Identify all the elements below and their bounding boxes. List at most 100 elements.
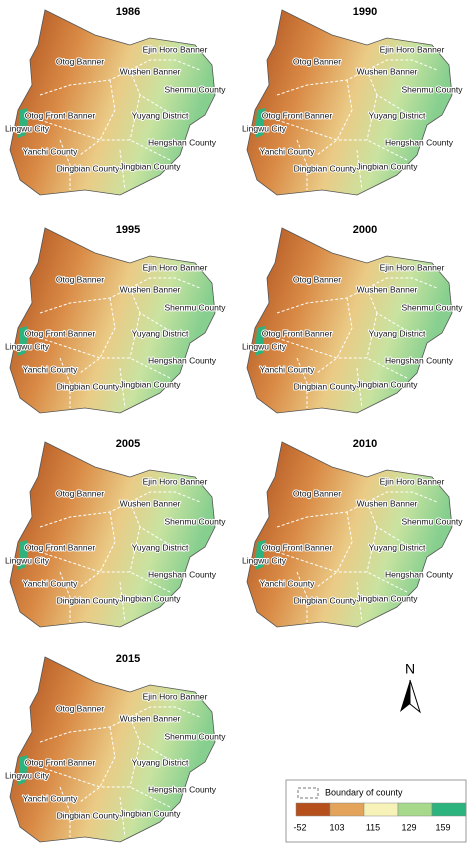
county-label: Lingwu City — [5, 555, 50, 565]
county-label: Ejin Horo Banner — [380, 262, 445, 272]
county-label: Dingbian County — [57, 810, 121, 820]
county-label: Shenmu County — [165, 731, 227, 741]
county-boundary — [276, 337, 408, 379]
county-label: Shenmu County — [165, 302, 227, 312]
county-label: Dingbian County — [57, 163, 121, 173]
county-boundary — [129, 287, 186, 339]
county-boundary — [119, 149, 126, 191]
county-boundary — [316, 79, 353, 156]
county-boundary — [129, 69, 186, 121]
legend-boundary — [297, 787, 319, 799]
legend-break-label: 115 — [366, 822, 380, 832]
county-label: Yuyang District — [132, 110, 189, 120]
legend-swatch — [329, 802, 365, 817]
county-boundary — [39, 59, 201, 96]
county-boundary — [79, 726, 116, 803]
panel-title: 1995 — [116, 224, 140, 236]
county-boundary — [119, 581, 126, 623]
county-boundary — [129, 741, 141, 788]
county-label: Wushen Banner — [357, 66, 418, 76]
county-boundary — [316, 297, 353, 374]
county-boundary — [79, 79, 116, 156]
county-boundary — [79, 511, 116, 588]
map-panel: 2015 Otog Banner Ejin Horo Banner Shenmu Co… — [4, 653, 227, 843]
county-label: Shenmu County — [402, 516, 464, 526]
county-label: Hengshan County — [148, 355, 217, 365]
county-boundary — [366, 526, 378, 573]
county-label: Ejin Horo Banner — [143, 691, 208, 701]
county-label: Otog Front Banner — [262, 328, 333, 338]
panel-title: 1986 — [116, 6, 140, 18]
legend-swatch — [397, 802, 433, 817]
county-label: Dingbian County — [294, 595, 358, 605]
county-label: Yanchi County — [23, 364, 78, 374]
county-label: Otog Banner — [56, 56, 104, 66]
lingwu-area — [18, 755, 28, 785]
county-label: Yuyang District — [369, 328, 426, 338]
county-label: Ejin Horo Banner — [380, 476, 445, 486]
county-label: Lingwu City — [242, 555, 287, 565]
lingwu-area — [18, 108, 28, 138]
county-label: Dingbian County — [294, 163, 358, 173]
county-boundary — [119, 367, 126, 409]
region-map — [9, 656, 216, 843]
county-label: Jingbian County — [120, 808, 182, 818]
lingwu-area — [18, 540, 28, 570]
legend-break-label: 103 — [329, 822, 344, 832]
county-label: Otog Banner — [56, 703, 104, 713]
county-label: Lingwu City — [242, 123, 287, 133]
panel-title: 2010 — [353, 438, 377, 450]
county-boundary — [276, 551, 408, 593]
county-label: Hengshan County — [148, 784, 217, 794]
county-label: Jingbian County — [357, 593, 419, 603]
county-label: Yanchi County — [23, 793, 78, 803]
county-label: Wushen Banner — [357, 498, 418, 508]
county-label: Lingwu City — [5, 123, 50, 133]
county-label: Yanchi County — [23, 146, 78, 156]
county-label: Yuyang District — [132, 542, 189, 552]
county-label: Hengshan County — [385, 569, 454, 579]
county-boundary — [366, 69, 423, 121]
county-boundary — [356, 367, 363, 409]
county-boundary — [39, 706, 201, 743]
map-panel: 2005 Otog Banner Ejin Horo Banner Shenmu Co… — [4, 438, 227, 628]
county-label: Yanchi County — [260, 146, 315, 156]
county-boundary — [59, 139, 71, 190]
region-map — [9, 227, 216, 414]
region-map — [9, 441, 216, 628]
county-label: Wushen Banner — [120, 66, 181, 76]
county-label: Otog Front Banner — [25, 757, 96, 767]
county-label: Yanchi County — [260, 578, 315, 588]
county-label: Hengshan County — [148, 569, 217, 579]
county-label: Otog Front Banner — [25, 110, 96, 120]
county-label: Yanchi County — [23, 578, 78, 588]
legend-break-label: -52 — [293, 822, 306, 832]
county-boundary — [59, 571, 71, 622]
lingwu-area — [255, 540, 265, 570]
region-map — [246, 441, 453, 628]
county-label: Otog Banner — [293, 274, 341, 284]
county-label: Otog Banner — [56, 488, 104, 498]
county-boundary — [119, 796, 126, 838]
region-map — [9, 9, 216, 196]
lingwu-area — [255, 326, 265, 356]
map-panel: 2010 Otog Banner Ejin Horo Banner Shenmu Co… — [241, 438, 464, 628]
county-boundary — [296, 571, 308, 622]
panel-title: 1990 — [353, 6, 377, 18]
county-boundary — [366, 501, 423, 553]
panel-title: 2005 — [116, 438, 140, 450]
county-label: Yanchi County — [260, 364, 315, 374]
county-label: Hengshan County — [148, 137, 217, 147]
county-boundary — [366, 287, 423, 339]
county-label: Wushen Banner — [120, 498, 181, 508]
county-boundary — [129, 716, 186, 768]
lingwu-area — [18, 326, 28, 356]
county-label: Dingbian County — [57, 595, 121, 605]
county-label: Jingbian County — [120, 593, 182, 603]
county-label: Hengshan County — [385, 355, 454, 365]
county-boundary — [39, 551, 171, 593]
county-label: Otog Front Banner — [262, 542, 333, 552]
county-label: Otog Banner — [293, 488, 341, 498]
county-label: Otog Banner — [293, 56, 341, 66]
county-label: Yuyang District — [132, 757, 189, 767]
